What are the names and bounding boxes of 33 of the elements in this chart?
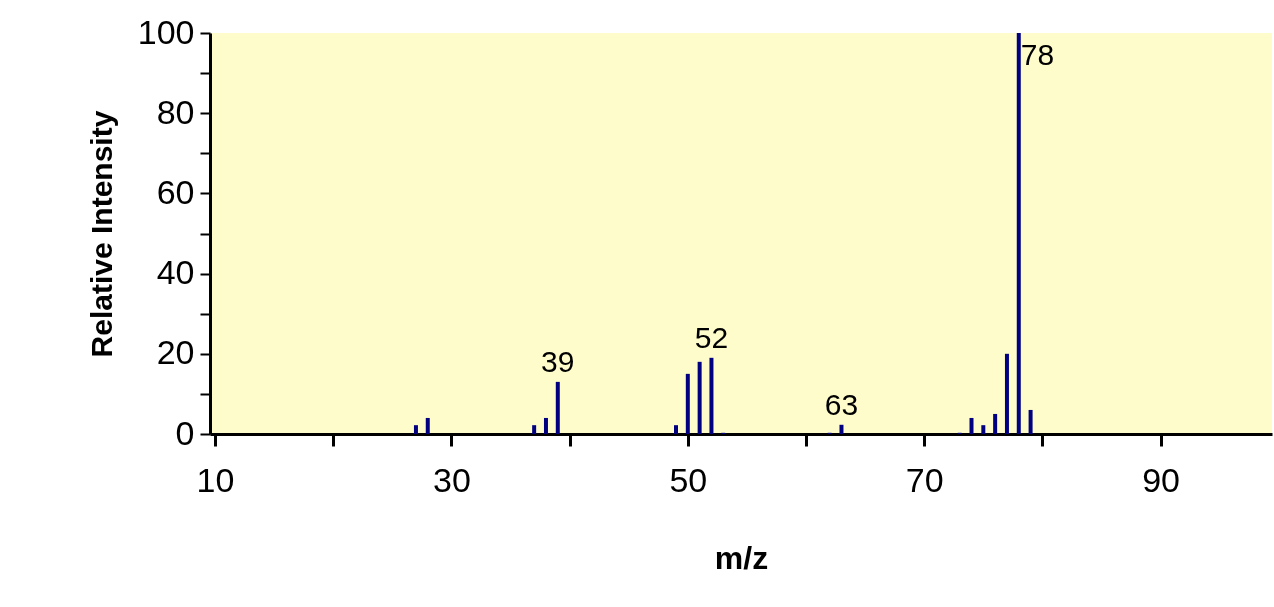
bar [1028,409,1033,434]
y-tick-label: 60 [156,172,195,211]
x-axis-title: m/z [714,539,769,576]
bar [709,357,714,434]
bar [697,361,702,434]
y-tick-label: 100 [137,12,195,51]
annotation: 52 [694,320,729,354]
bar [993,413,998,434]
bar [839,424,844,434]
y-axis-title: Relative Intensity [84,110,118,358]
bar [969,417,974,434]
bar [1016,33,1021,434]
bar [413,425,418,434]
bar [543,417,548,434]
x-tick-label: 90 [1142,460,1181,499]
x-tick-label: 50 [669,460,708,499]
x-tick-label: 30 [432,460,471,499]
y-tick-label: 40 [156,253,195,292]
bar [532,425,537,434]
bar [1004,353,1009,434]
bar [555,381,560,434]
y-tick-label: 20 [156,333,195,372]
annotation: 39 [541,344,575,378]
bar [673,425,678,434]
annotation: 63 [824,387,859,421]
bar [685,373,690,434]
x-tick-label: 10 [196,460,235,499]
y-tick-label: 0 [175,413,195,452]
x-tick-label: 70 [905,460,944,499]
bar [425,417,430,434]
annotation: 78 [1020,38,1055,71]
y-tick-label: 80 [156,92,195,131]
bar [981,425,986,434]
